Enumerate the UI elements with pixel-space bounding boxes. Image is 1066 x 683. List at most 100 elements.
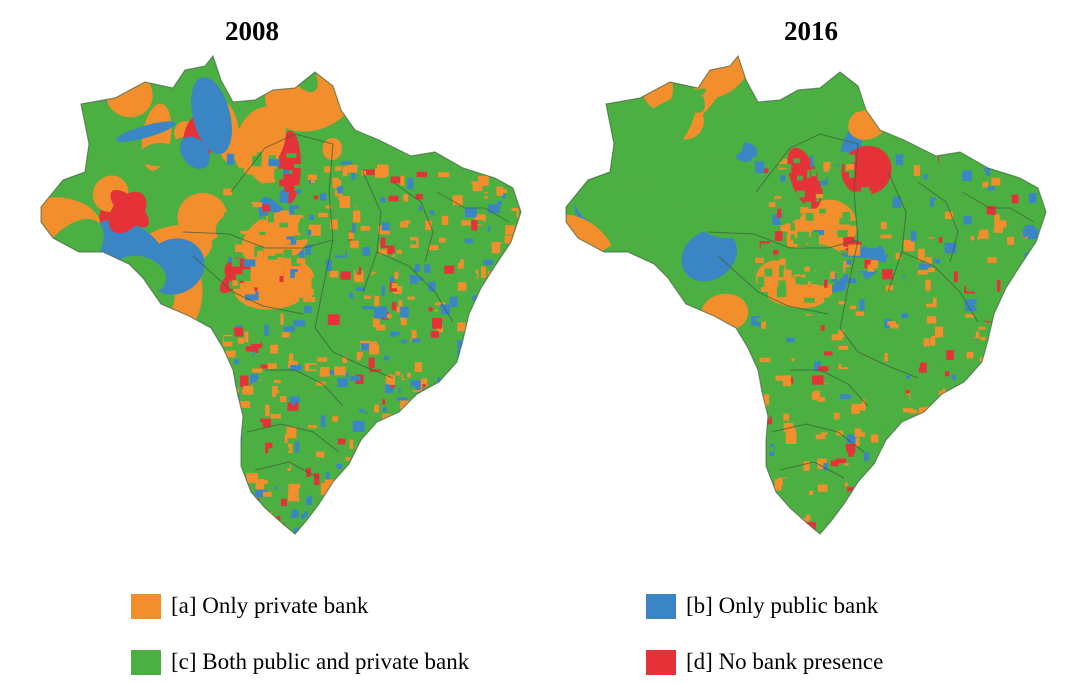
- municipality: [451, 255, 461, 263]
- municipality: [330, 219, 338, 230]
- municipality: [776, 334, 787, 343]
- municipality: [422, 470, 432, 474]
- municipality: [324, 239, 331, 245]
- municipality: [410, 386, 416, 391]
- municipality: [789, 406, 795, 412]
- municipality: [476, 367, 482, 379]
- municipality: [516, 224, 521, 229]
- municipality: [290, 269, 298, 278]
- municipality: [286, 153, 297, 158]
- legend-swatch-only-public: [646, 593, 676, 619]
- municipality: [866, 244, 878, 249]
- municipality: [996, 156, 1003, 163]
- municipality: [788, 525, 800, 530]
- municipality: [820, 325, 825, 331]
- municipality: [1017, 450, 1030, 459]
- municipality: [469, 163, 479, 167]
- municipality: [991, 170, 1000, 176]
- municipality: [448, 531, 459, 534]
- municipality: [306, 495, 312, 506]
- municipality: [874, 192, 884, 197]
- municipality: [942, 412, 950, 420]
- municipality: [1031, 200, 1040, 206]
- municipality: [1039, 417, 1046, 423]
- municipality: [446, 502, 451, 510]
- municipality: [880, 234, 892, 239]
- municipality: [863, 190, 872, 202]
- municipality: [989, 247, 996, 258]
- municipality: [464, 207, 477, 217]
- municipality: [965, 249, 975, 261]
- municipality: [399, 483, 407, 494]
- municipality: [865, 524, 877, 534]
- municipality: [385, 237, 396, 246]
- municipality: [1025, 305, 1032, 316]
- municipality: [374, 424, 384, 430]
- municipality: [886, 244, 891, 250]
- municipality: [513, 514, 521, 521]
- municipality: [445, 418, 455, 429]
- municipality: [405, 530, 413, 534]
- municipality: [407, 177, 414, 190]
- municipality: [274, 168, 284, 180]
- municipality: [512, 446, 518, 454]
- municipality: [1027, 271, 1034, 282]
- municipality: [500, 189, 507, 193]
- municipality: [757, 276, 765, 287]
- municipality: [751, 350, 756, 355]
- municipality: [920, 357, 928, 362]
- municipality: [995, 153, 1001, 164]
- municipality: [868, 527, 876, 534]
- municipality: [755, 246, 759, 259]
- municipality: [780, 223, 791, 232]
- municipality: [316, 392, 326, 400]
- municipality: [939, 371, 945, 384]
- municipality: [867, 201, 879, 207]
- municipality: [473, 383, 484, 395]
- municipality: [1005, 308, 1013, 320]
- municipality: [1025, 305, 1031, 317]
- municipality: [251, 202, 263, 208]
- municipality: [942, 319, 947, 326]
- municipality: [280, 210, 289, 218]
- municipality: [265, 442, 273, 454]
- municipality: [802, 294, 809, 301]
- municipality: [479, 396, 490, 405]
- municipality: [1022, 230, 1027, 238]
- municipality: [364, 295, 372, 299]
- municipality: [907, 483, 918, 493]
- municipality: [857, 445, 865, 457]
- municipality: [374, 295, 380, 307]
- municipality: [497, 201, 502, 206]
- municipality: [426, 501, 438, 508]
- municipality: [931, 500, 943, 509]
- municipality: [1046, 475, 1054, 479]
- municipality: [443, 395, 448, 401]
- municipality: [817, 317, 827, 322]
- municipality: [837, 330, 845, 337]
- municipality: [403, 194, 409, 202]
- municipality: [356, 434, 363, 441]
- municipality: [836, 473, 848, 483]
- municipality: [954, 174, 960, 187]
- municipality: [295, 441, 300, 453]
- municipality: [991, 422, 1000, 432]
- municipality: [933, 200, 944, 208]
- municipality: [797, 175, 803, 181]
- municipality: [853, 470, 861, 480]
- municipality: [470, 315, 474, 321]
- municipality: [251, 342, 263, 348]
- municipality: [509, 470, 514, 482]
- municipality: [399, 306, 409, 318]
- municipality-cluster: [108, 191, 147, 234]
- municipality: [1014, 275, 1018, 283]
- municipality: [1004, 466, 1011, 479]
- municipality: [926, 397, 933, 406]
- municipality: [234, 465, 240, 472]
- municipality: [897, 259, 906, 264]
- municipality: [477, 380, 482, 385]
- municipality: [227, 407, 233, 419]
- municipality: [764, 268, 773, 277]
- municipality: [288, 483, 301, 493]
- municipality: [425, 220, 432, 230]
